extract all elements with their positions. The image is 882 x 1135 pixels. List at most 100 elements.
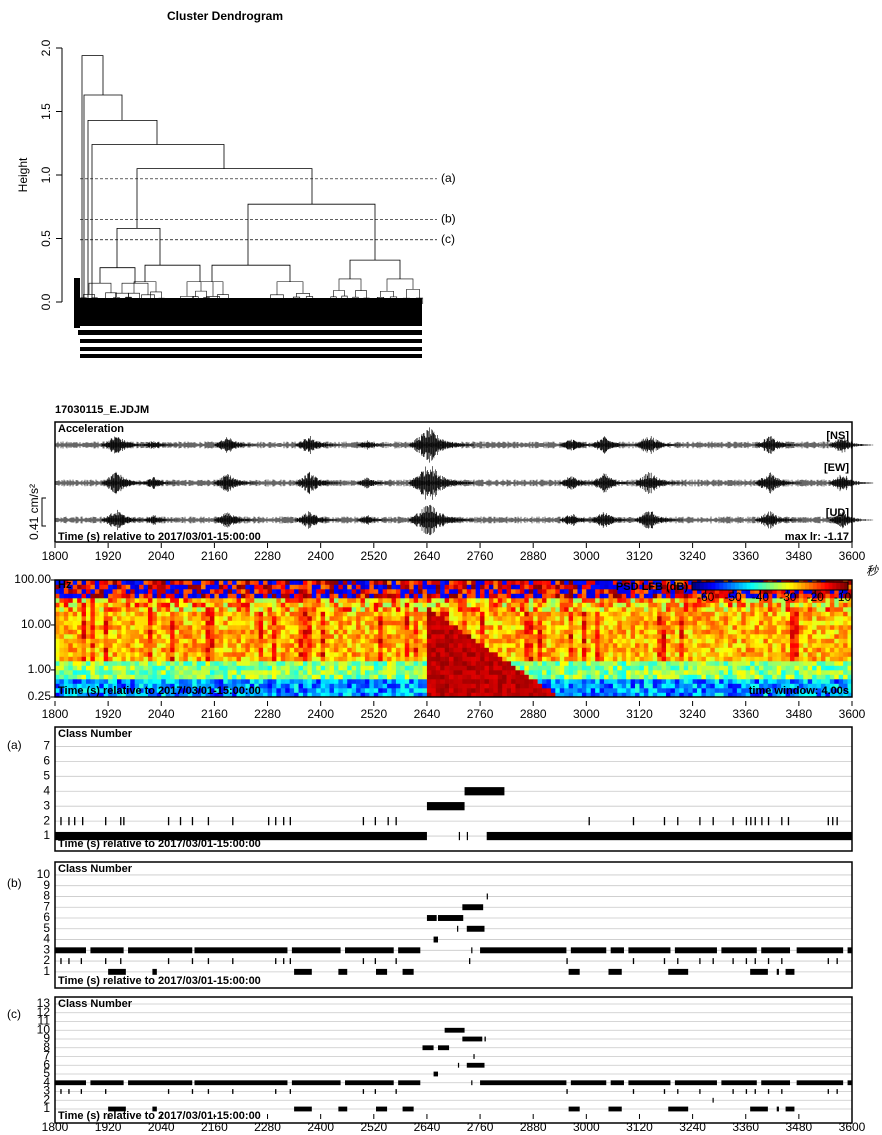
spectrogram-cell [573,688,578,693]
spectrogram-cell [73,670,78,675]
spectrogram-cell [86,652,91,657]
spectrogram-cell [352,630,357,635]
spectrogram-cell [626,675,631,680]
spectrogram-cell [250,625,255,630]
spectrogram-cell [219,675,224,680]
spectrogram-cell [569,688,574,693]
spectrogram-cell [768,634,773,639]
spectrogram-cell [471,621,476,626]
spectrogram-cell [515,679,520,684]
spectrogram-cell [617,666,622,671]
spectrogram-cell [166,661,171,666]
spectrogram-cell [294,616,299,621]
spectrogram-cell [312,648,317,653]
spectrogram-cell [378,607,383,612]
spectrogram-cell [741,607,746,612]
spectrogram-cell [113,657,118,662]
spectrogram-cell [706,630,711,635]
spectrogram-cell [839,670,844,675]
spectrogram-cell [201,639,206,644]
spectrogram-cell [684,652,689,657]
spectrogram-cell [312,589,317,594]
spectrogram-cell [445,607,450,612]
spectrogram-cell [719,657,724,662]
spectrogram-cell [400,585,405,590]
spectrogram-cell [223,616,228,621]
spectrogram-cell [617,630,622,635]
spectrogram-cell [458,652,463,657]
spectrogram-cell [843,643,848,648]
spectrogram-cell [538,585,543,590]
spectrogram-cell [821,670,826,675]
spectrogram-cell [498,621,503,626]
spectrogram-cell [626,666,631,671]
spectrogram-cell [387,639,392,644]
spectrogram-cell [356,585,361,590]
spectrogram-cell [268,675,273,680]
spectrogram-cell [113,598,118,603]
spectrogram-cell [316,657,321,662]
spectrogram-cell [693,684,698,689]
spectrogram-cell [166,670,171,675]
spectrogram-cell [374,675,379,680]
spectrogram-cell [445,670,450,675]
spectrogram-cell [285,666,290,671]
spectrogram-cell [781,657,786,662]
spectrogram-cell [515,594,520,599]
spectrogram-cell [542,612,547,617]
spectrogram-cell [250,639,255,644]
spectrogram-cell [471,688,476,693]
spectrogram-cell [144,675,149,680]
spectrogram-cell [613,630,618,635]
leaf-label-row [80,339,422,343]
spectrogram-cell [361,621,366,626]
spectrogram-cell [741,684,746,689]
spectrogram-cell [684,625,689,630]
spectrogram-cell [188,621,193,626]
spectrogram-cell [152,585,157,590]
dendrogram-link [84,95,122,302]
spectrogram-cell [312,594,317,599]
spectrogram-cell [586,684,591,689]
spectrogram-cell [839,648,844,653]
spectrogram-cell [577,666,582,671]
spectrogram-cell [834,670,839,675]
spectrogram-cell [471,661,476,666]
spectrogram-cell [803,616,808,621]
spectrogram-cell [679,675,684,680]
spectrogram-cell [237,594,242,599]
spectrogram-cell [148,612,153,617]
spectrogram-cell [268,652,273,657]
spectrogram-cell [405,666,410,671]
spectrogram-cell [520,639,525,644]
spectrogram-cell [223,612,228,617]
spectrogram-cell [206,639,211,644]
spectrogram-cell [839,657,844,662]
spectrogram-cell [670,598,675,603]
spectrogram-cell [276,670,281,675]
spectrogram-cell [237,616,242,621]
spectrogram-cell [529,634,534,639]
spectrogram-cell [697,670,702,675]
spectrogram-cell [577,675,582,680]
spectrogram-cell [684,648,689,653]
spectrogram-cell [794,621,799,626]
spectrogram-cell [148,589,153,594]
spectrogram-cell [330,616,335,621]
spectrogram-cell [321,679,326,684]
spectrogram-cell [445,684,450,689]
spectrogram-cell [608,634,613,639]
spectrogram-cell [732,616,737,621]
sub-link [187,282,213,297]
spectrogram-cell [502,589,507,594]
y-tick-label: 100.00 [14,572,51,586]
spectrogram-cell [130,585,135,590]
spectrogram-cell [338,616,343,621]
spectrogram-cell [259,661,264,666]
spectrogram-cell [334,657,339,662]
spectrogram-cell [617,648,622,653]
spectrogram-cell [259,648,264,653]
spectrogram-cell [250,657,255,662]
spectrogram-cell [121,594,126,599]
spectrogram-cell [166,603,171,608]
